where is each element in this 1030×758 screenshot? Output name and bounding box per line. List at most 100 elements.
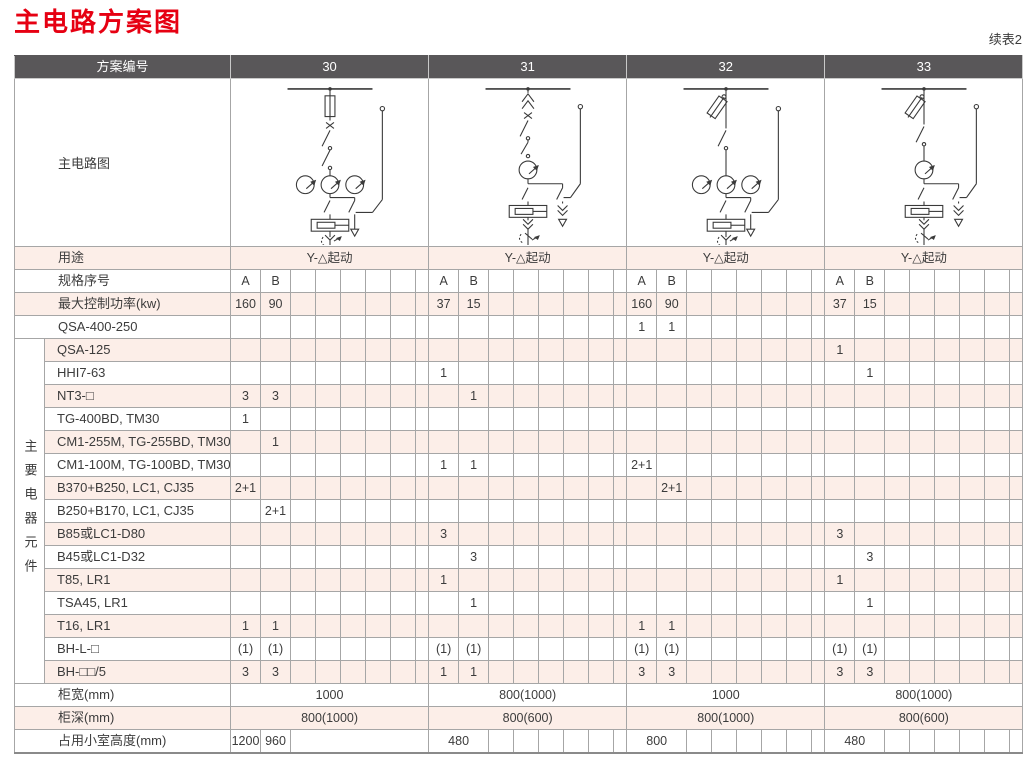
table-cell <box>415 522 430 546</box>
row-label: HHI7-63 <box>43 361 232 385</box>
table-cell: 1 <box>854 361 886 385</box>
table-cell <box>340 292 367 316</box>
table-cell <box>984 269 1011 293</box>
table-cell <box>340 315 367 339</box>
table-cell <box>563 545 590 569</box>
table-cell <box>626 545 658 569</box>
table-cell <box>563 384 590 408</box>
table-cell <box>959 614 986 638</box>
table-cell <box>290 591 317 615</box>
table-cell <box>513 545 540 569</box>
table-cell: Y-△起动 <box>824 246 1024 270</box>
table-cell <box>984 407 1011 431</box>
table-cell <box>428 499 460 523</box>
table-cell <box>984 292 1011 316</box>
table-cell <box>315 637 342 661</box>
row-label: TSA45, LR1 <box>43 591 232 615</box>
table-cell <box>588 453 615 477</box>
continuation-note: 续表2 <box>988 32 1022 47</box>
table-cell <box>588 522 615 546</box>
table-row: NT3-□ 3 3 1 <box>15 384 1024 408</box>
table-cell <box>538 361 565 385</box>
table-cell <box>538 384 565 408</box>
table-cell <box>613 269 628 293</box>
table-cell <box>824 545 856 569</box>
table-cell <box>365 315 392 339</box>
table-cell <box>959 476 986 500</box>
table-cell <box>488 384 515 408</box>
table-cell <box>686 269 713 293</box>
table-cell <box>415 407 430 431</box>
table-cell <box>613 568 628 592</box>
table-cell <box>415 568 430 592</box>
table-cell <box>340 637 367 661</box>
table-cell <box>884 568 911 592</box>
row-label: BH-L-□ <box>43 637 232 661</box>
row-label: T85, LR1 <box>43 568 232 592</box>
table-cell <box>824 384 856 408</box>
table-cell: 1 <box>824 568 856 592</box>
row-label: NT3-□ <box>43 384 232 408</box>
table-cell <box>761 453 788 477</box>
table-cell <box>1009 430 1024 454</box>
table-cell <box>761 568 788 592</box>
table-cell <box>909 292 936 316</box>
table-cell <box>959 269 986 293</box>
table-cell <box>811 315 826 339</box>
table-cell <box>613 384 628 408</box>
table-cell: 3 <box>260 660 292 684</box>
table-cell <box>415 637 430 661</box>
table-cell <box>588 384 615 408</box>
table-cell <box>736 591 763 615</box>
table-cell <box>711 660 738 684</box>
table-cell: 37 <box>428 292 460 316</box>
table-cell <box>934 568 961 592</box>
table-cell <box>711 453 738 477</box>
table-cell <box>909 637 936 661</box>
table-cell <box>340 476 367 500</box>
table-row: BH-□□/5 3 3 1 1 3 3 3 3 <box>15 660 1024 684</box>
row-label: B370+B250, LC1, CJ35 <box>43 476 232 500</box>
header-scheme-30: 30 <box>230 55 430 79</box>
table-cell <box>230 545 262 569</box>
table-cell: 3 <box>854 660 886 684</box>
table-cell <box>458 614 490 638</box>
table-cell <box>711 499 738 523</box>
row-label: 用途 <box>13 246 232 270</box>
table-cell <box>428 338 460 362</box>
table-cell <box>761 338 788 362</box>
table-cell <box>686 453 713 477</box>
table-cell <box>786 407 813 431</box>
table-cell <box>959 315 986 339</box>
table-cell <box>428 384 460 408</box>
table-cell <box>613 338 628 362</box>
table-row: 主要电器元件 QSA-125 1 <box>14 338 1024 684</box>
table-cell: 2+1 <box>626 453 658 477</box>
table-cell <box>390 453 417 477</box>
table-cell <box>315 338 342 362</box>
table-cell <box>686 660 713 684</box>
table-cell <box>736 660 763 684</box>
table-cell <box>884 637 911 661</box>
table-cell: B <box>656 269 688 293</box>
table-row: T85, LR1 1 1 <box>15 568 1024 592</box>
table-cell: 1 <box>656 315 688 339</box>
table-cell <box>934 729 961 754</box>
table-cell <box>390 384 417 408</box>
table-cell: 1 <box>626 315 658 339</box>
table-cell <box>711 361 738 385</box>
table-cell <box>415 614 430 638</box>
table-cell <box>513 361 540 385</box>
table-cell <box>290 407 317 431</box>
table-cell <box>563 338 590 362</box>
table-cell <box>711 522 738 546</box>
table-cell: 800 <box>626 729 688 754</box>
table-cell <box>315 591 342 615</box>
table-cell <box>390 430 417 454</box>
table-cell <box>854 338 886 362</box>
table-cell <box>563 476 590 500</box>
table-cell <box>786 499 813 523</box>
table-cell <box>786 453 813 477</box>
diagram-row: 主电路图 <box>13 78 1024 247</box>
table-cell: (1) <box>260 637 292 661</box>
